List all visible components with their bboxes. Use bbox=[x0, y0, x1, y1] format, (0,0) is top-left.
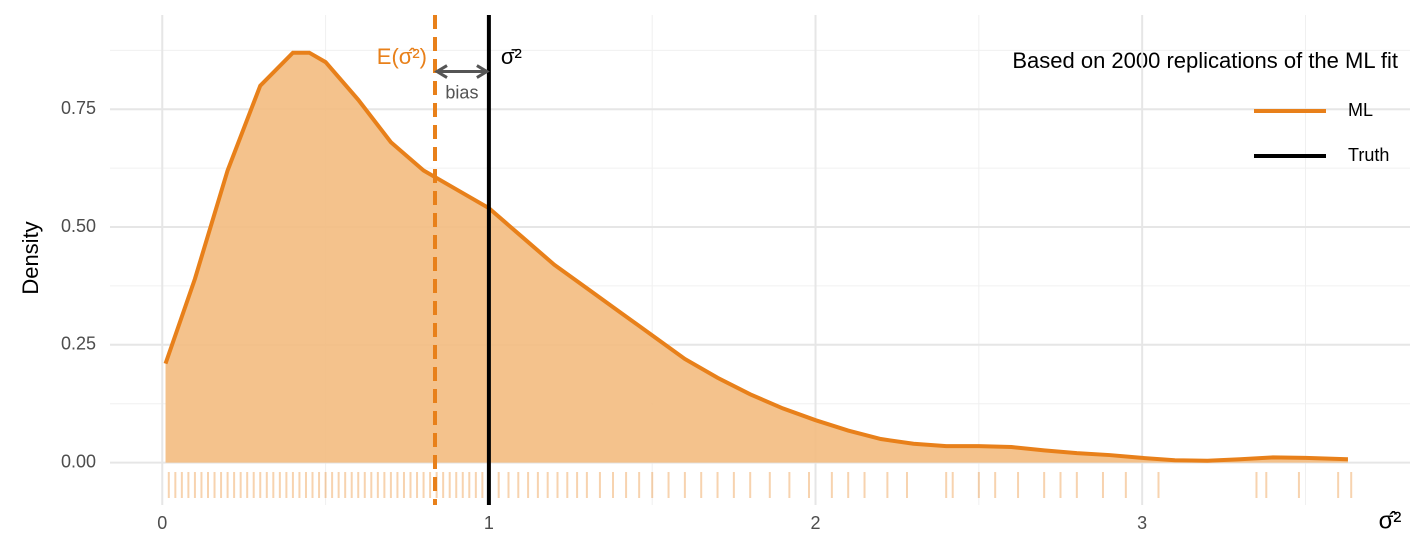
y-tick-label: 0.00 bbox=[61, 451, 96, 471]
x-tick-label: 3 bbox=[1137, 513, 1147, 533]
y-tick-label: 0.50 bbox=[61, 216, 96, 236]
reference-label: σ̄² bbox=[501, 44, 522, 69]
x-tick-label: 2 bbox=[811, 513, 821, 533]
arrow-head bbox=[476, 64, 490, 79]
legend-label: Truth bbox=[1348, 145, 1389, 165]
y-tick-label: 0.75 bbox=[61, 98, 96, 118]
reference-label: E(σ̂²) bbox=[377, 44, 427, 69]
arrow-head bbox=[434, 64, 448, 79]
density-line bbox=[163, 50, 1349, 463]
x-tick-label: 1 bbox=[484, 513, 494, 533]
legend-label: ML bbox=[1348, 100, 1373, 120]
density-area bbox=[165, 52, 1348, 463]
x-tick-label: 0 bbox=[157, 513, 167, 533]
y-axis-label: Density bbox=[18, 221, 43, 294]
note: Based on 2000 replications of the ML fit bbox=[1012, 48, 1398, 73]
y-tick-label: 0.25 bbox=[61, 334, 96, 354]
bias-label: bias bbox=[445, 82, 478, 102]
x-axis-label: σ̂² bbox=[1379, 507, 1402, 534]
